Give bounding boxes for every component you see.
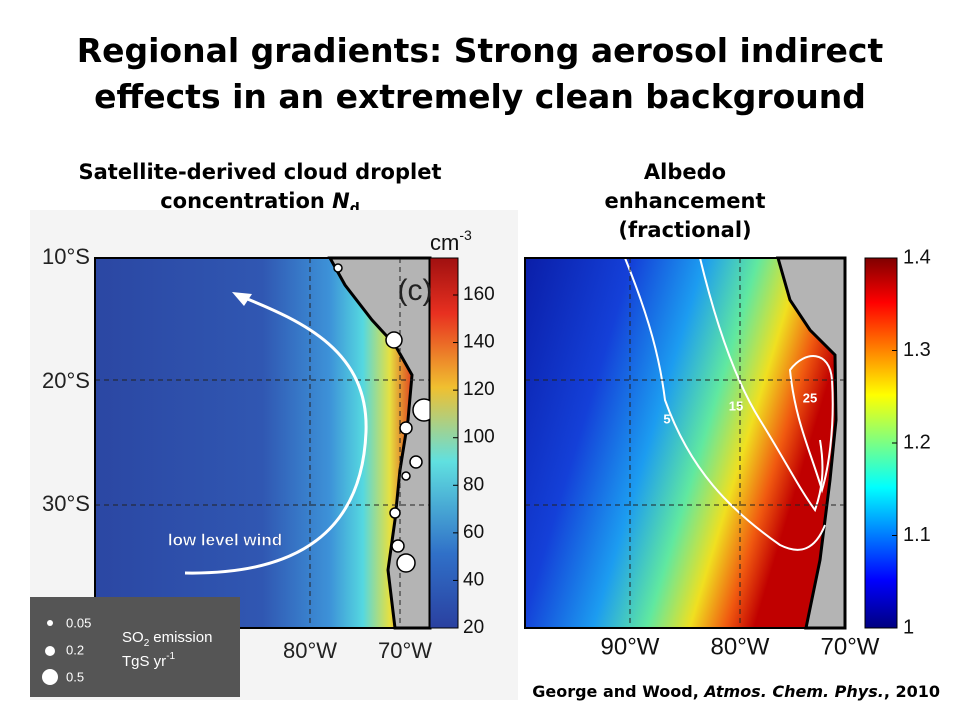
contour-label: 15 <box>729 398 743 413</box>
wind-arrow <box>184 294 368 575</box>
left-colorbar <box>429 257 459 629</box>
panel-label: (c) <box>398 274 433 307</box>
legend-units-exponent: -1 <box>166 651 175 662</box>
legend-size: 0.5 <box>66 669 84 684</box>
unit: cm-3 <box>430 227 472 255</box>
colorbar-tick-label: 1.3 <box>903 339 931 361</box>
heading-text: Satellite-derived cloud droplet concentr… <box>78 160 442 213</box>
colorbar-tick-label: 1.4 <box>903 246 931 268</box>
contours <box>624 257 834 551</box>
lat-label: 30°S <box>42 491 90 516</box>
legend-units: TgS yr-1 <box>122 651 176 670</box>
lat-label: 10°S <box>42 244 90 269</box>
lon-label: 90°W <box>601 633 660 660</box>
lon-label: 80°W <box>283 638 337 663</box>
lon-label: 80°W <box>711 633 770 660</box>
annotation: low level wind <box>168 530 282 549</box>
legend-title-subscript: 2 <box>144 638 150 649</box>
heading-symbol: N <box>332 189 350 213</box>
legend-circles <box>42 620 58 685</box>
legend-size: 0.2 <box>66 642 84 657</box>
citation-journal: Atmos. Chem. Phys. <box>704 682 884 701</box>
lon-label: 70°W <box>378 638 432 663</box>
legend-title-rest: emission <box>153 629 212 646</box>
unit-base: cm <box>430 230 459 255</box>
colorbar-tick-label: 160 <box>463 284 495 305</box>
colorbar-tick-label: 80 <box>463 474 484 495</box>
legend-title: SO2 emission <box>122 629 212 649</box>
heading-subscript: d <box>349 201 360 218</box>
colorbar-tick-label: 140 <box>463 332 495 353</box>
contour-label: 5 <box>663 411 670 426</box>
contour-label: 25 <box>803 390 817 405</box>
legend-title-base: SO <box>122 629 144 646</box>
right-heading: Albedo enhancement (fractional) <box>604 160 766 242</box>
lon-label: 70°W <box>821 633 880 660</box>
map-grid <box>525 258 845 628</box>
wind-arrowhead <box>232 292 252 306</box>
lat-label: 20°S <box>42 368 90 393</box>
colorbar-tick-label: 1 <box>903 616 914 638</box>
colorbar-tick-label: 20 <box>463 617 484 638</box>
legend-units-base: TgS yr <box>122 653 166 670</box>
citation-authors: George and Wood, <box>532 682 699 701</box>
citation-year: , 2010 <box>883 682 940 701</box>
unit-exponent: -3 <box>459 227 472 243</box>
colorbar-tick-label: 1.1 <box>903 524 931 546</box>
legend-box <box>30 597 240 697</box>
colorbar-tick-label: 120 <box>463 379 495 400</box>
right-colorbar <box>864 257 898 629</box>
slide-title: Regional gradients: Strong aerosol indir… <box>76 31 884 116</box>
citation: George and Wood, Atmos. Chem. Phys., 201… <box>470 682 940 701</box>
left-heading: Satellite-derived cloud droplet concentr… <box>50 158 470 224</box>
colorbar-tick-label: 1.2 <box>903 431 931 453</box>
map-frame <box>524 257 846 629</box>
colorbar-tick-label: 100 <box>463 427 495 448</box>
legend-size: 0.05 <box>66 615 91 630</box>
colorbar-tick-label: 60 <box>463 522 484 543</box>
colorbar-tick-label: 40 <box>463 569 484 590</box>
emission-circles <box>333 263 436 573</box>
